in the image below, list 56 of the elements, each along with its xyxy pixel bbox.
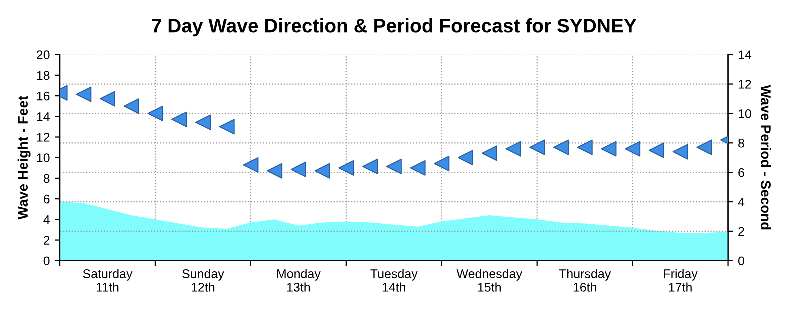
point [601,141,617,157]
y-tick-label: 12 [37,133,50,142]
x-tick-label: Tuesday 14th [370,269,418,292]
point [553,140,569,156]
x-tick-label: Friday 17th [664,269,698,292]
point [530,140,546,156]
point [696,140,712,156]
point [76,86,92,102]
point [506,141,522,157]
y2-tick-label: 6 [738,168,744,178]
y-tick-label: 16 [37,92,50,101]
y-tick-label: 18 [37,71,50,80]
point [625,141,641,157]
point [243,157,259,173]
point [100,91,116,107]
point [386,158,402,174]
point [124,98,140,114]
y-tick-label: 6 [44,194,50,204]
point [458,150,474,166]
point [434,156,450,172]
point [410,160,426,176]
point [219,119,235,135]
y-tick-label: 4 [44,216,50,224]
y-tick-label: 0 [44,256,50,266]
y2-tick-label: 10 [738,110,752,118]
point [195,114,211,130]
y2-tick-label: 12 [738,80,752,89]
y-tick-label: 8 [44,174,50,184]
y-axis-title: Wave Height - Feet [18,96,31,220]
point [338,160,354,176]
y2-axis-title: Wave Period - Second [761,85,772,230]
point [290,162,306,178]
x-tick-label: Wednesday 15th [456,269,522,292]
y2-tick-label: 8 [738,138,744,148]
point [482,146,498,162]
x-tick-label: Saturday 11th [83,269,133,292]
y2-tick-label: 0 [738,256,744,266]
y-tick-label: 2 [44,236,50,245]
y2-tick-label: 2 [738,227,744,236]
x-tick-label: Thursday 16th [559,269,612,292]
chart-title: 7 Day Wave Direction & Period Forecast for SYDNEY [152,18,637,37]
y2-tick-label: 4 [738,198,745,207]
y2-tick-label: 14 [738,50,752,60]
point [172,112,188,128]
point [648,142,664,158]
y-tick-label: 10 [37,154,50,163]
point [672,144,688,160]
y-tick-label: 14 [37,112,50,122]
x-tick-label: Monday 13th [277,269,321,292]
point [362,158,378,174]
point [148,106,164,122]
point [577,140,593,156]
point [314,163,330,179]
point [267,163,283,179]
y-tick-label: 20 [37,50,50,60]
x-tick-label: Sunday 12th [182,269,224,292]
